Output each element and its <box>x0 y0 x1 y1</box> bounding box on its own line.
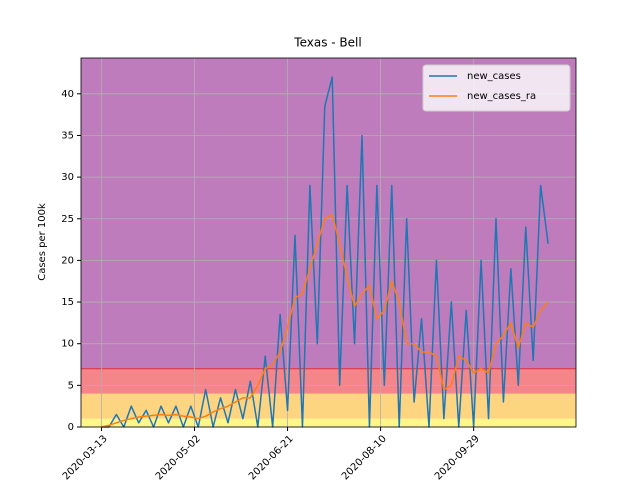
legend-label: new_cases <box>467 71 521 82</box>
data-line <box>101 213 549 428</box>
y-tick-label: 20 <box>61 255 74 266</box>
y-axis-label: Cases per 100k <box>37 203 48 281</box>
y-tick-label: 35 <box>61 130 74 141</box>
risk-band <box>81 368 576 394</box>
y-tick-label: 25 <box>61 214 74 225</box>
legend-label: new_cases_ra <box>467 91 536 102</box>
risk-band <box>81 418 576 427</box>
x-tick-label: 2020-03-13 <box>61 433 110 480</box>
y-tick-label: 5 <box>68 380 74 391</box>
plot-frame <box>80 57 577 428</box>
y-tick-label: 40 <box>61 89 74 100</box>
chart-title: Texas - Bell <box>293 36 361 50</box>
y-tick-label: 30 <box>61 172 74 183</box>
y-tick-label: 0 <box>68 422 74 433</box>
x-tick-label: 2020-06-21 <box>247 433 296 480</box>
legend: new_cases new_cases_ra <box>422 64 571 112</box>
y-tick-label: 10 <box>61 339 74 350</box>
x-tick-label: 2020-08-10 <box>340 433 389 480</box>
x-tick-label: 2020-05-02 <box>154 433 203 480</box>
legend-box <box>422 64 571 112</box>
y-tick-label: 15 <box>61 297 74 308</box>
x-tick-label: 2020-09-29 <box>433 433 482 480</box>
